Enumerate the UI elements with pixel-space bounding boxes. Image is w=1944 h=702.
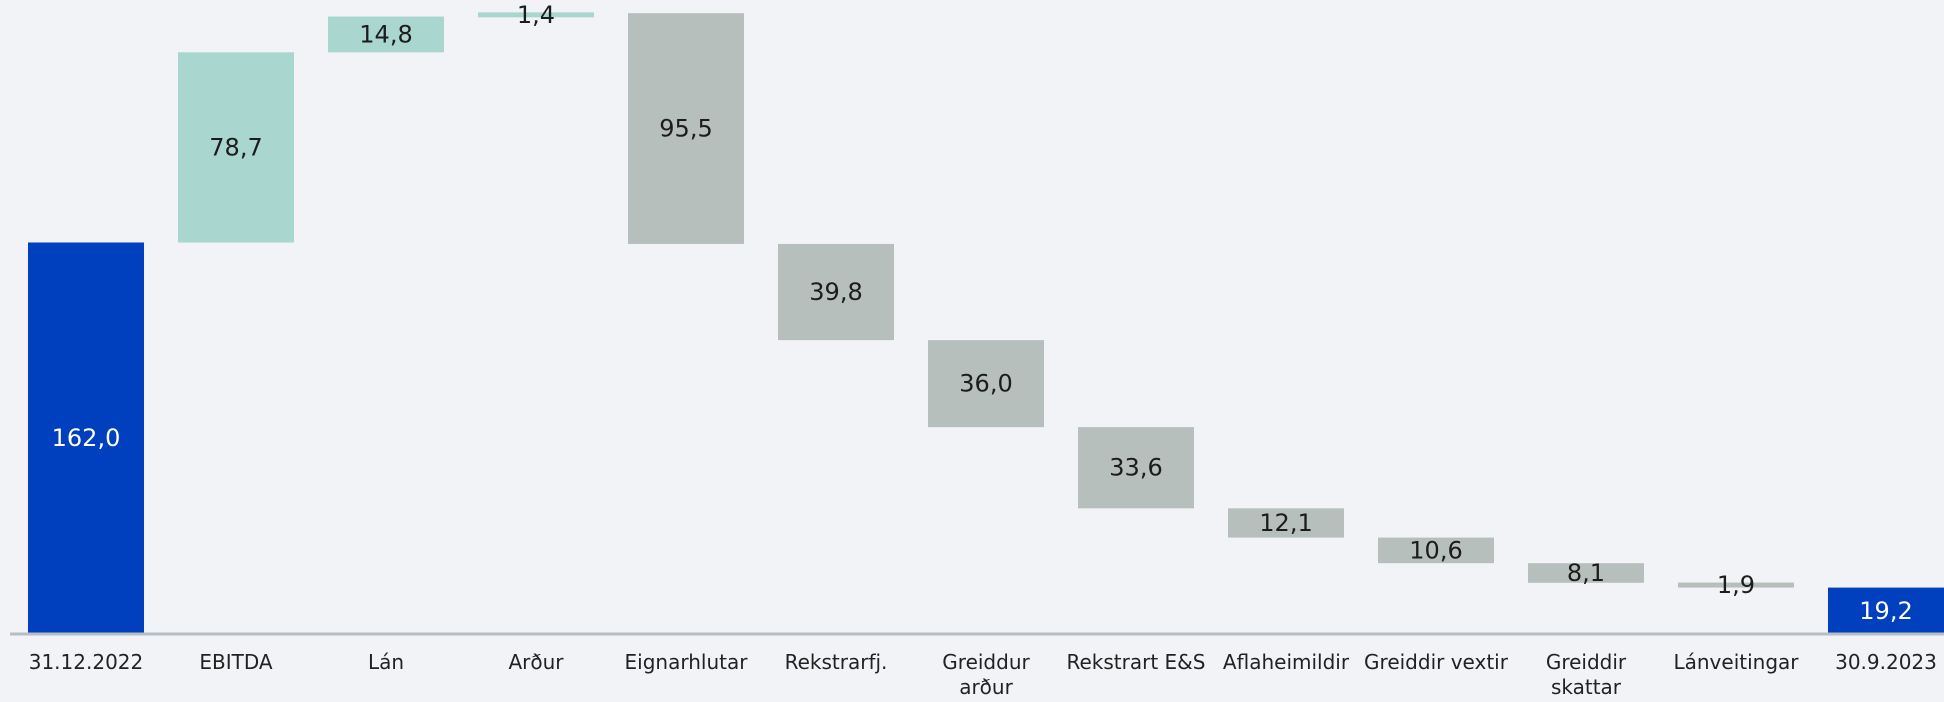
bar-value-label-6: 39,8 — [809, 278, 862, 306]
bar-4 — [478, 12, 594, 18]
bar-value-label-3: 14,8 — [359, 20, 412, 48]
bar-11 — [1528, 563, 1644, 583]
x-tick-label-4: Arður — [508, 650, 564, 674]
x-tick-label-line: Eignarhlutar — [625, 650, 749, 674]
bar-10 — [1378, 537, 1494, 564]
x-tick-label-13: 30.9.2023 — [1835, 650, 1937, 674]
x-tick-label-line: Lán — [368, 650, 404, 674]
x-tick-label-1: 31.12.2022 — [29, 650, 144, 674]
bar-2 — [178, 52, 294, 243]
x-tick-label-5: Eignarhlutar — [625, 650, 749, 674]
bar-9 — [1228, 508, 1344, 538]
bar-value-label-1: 162,0 — [52, 424, 121, 452]
bar-1 — [28, 242, 144, 634]
x-tick-label-line: skattar — [1551, 675, 1622, 699]
bar-13 — [1828, 587, 1944, 634]
bar-value-label-2: 78,7 — [209, 133, 262, 161]
x-tick-label-8: Rekstrart E&S — [1067, 650, 1206, 674]
x-tick-label-line: Rekstrart E&S — [1067, 650, 1206, 674]
x-tick-labels-group: 31.12.2022 EBITDA Lán Arður Eignarhlutar Reks… — [29, 650, 1937, 699]
value-labels-group: 162,0 78,7 14,8 1,4 95,5 39,8 36,0 33,6 12,1 10,6… — [52, 1, 1913, 625]
bar-12 — [1678, 582, 1794, 588]
x-tick-label-12: Lánveitingar — [1673, 650, 1799, 674]
bar-7 — [928, 340, 1044, 428]
x-tick-label-line: Lánveitingar — [1673, 650, 1799, 674]
bar-5 — [628, 13, 744, 244]
bar-value-label-13: 19,2 — [1859, 597, 1912, 625]
x-tick-label-11: Greiddir skattar — [1546, 650, 1627, 699]
x-tick-label-line: 30.9.2023 — [1835, 650, 1937, 674]
x-tick-label-7: Greiddur arður — [942, 650, 1030, 699]
x-tick-label-line: Greiddur — [942, 650, 1030, 674]
x-tick-label-2: EBITDA — [199, 650, 273, 674]
x-tick-label-3: Lán — [368, 650, 404, 674]
bar-6 — [778, 243, 894, 341]
x-tick-label-line: 31.12.2022 — [29, 650, 144, 674]
bar-value-label-11: 8,1 — [1567, 559, 1605, 587]
x-tick-label-line: arður — [959, 675, 1013, 699]
x-tick-label-line: EBITDA — [199, 650, 273, 674]
x-tick-label-line: Greiddir vextir — [1364, 650, 1509, 674]
bar-value-label-7: 36,0 — [959, 370, 1012, 398]
bar-value-label-12: 1,9 — [1717, 571, 1755, 599]
bar-value-label-10: 10,6 — [1409, 536, 1462, 564]
x-tick-label-10: Greiddir vextir — [1364, 650, 1509, 674]
bar-value-label-8: 33,6 — [1109, 454, 1162, 482]
bar-value-label-4: 1,4 — [517, 1, 555, 29]
bar-3 — [328, 16, 444, 53]
bar-8 — [1078, 427, 1194, 509]
bars-group — [28, 12, 1944, 634]
x-tick-label-line: Aflaheimildir — [1223, 650, 1350, 674]
x-tick-label-line: Rekstrarfj. — [785, 650, 888, 674]
x-tick-label-6: Rekstrarfj. — [785, 650, 888, 674]
x-tick-label-line: Arður — [508, 650, 564, 674]
x-tick-label-9: Aflaheimildir — [1223, 650, 1350, 674]
x-tick-label-line: Greiddir — [1546, 650, 1627, 674]
bar-value-label-9: 12,1 — [1259, 509, 1312, 537]
bar-value-label-5: 95,5 — [659, 115, 712, 143]
